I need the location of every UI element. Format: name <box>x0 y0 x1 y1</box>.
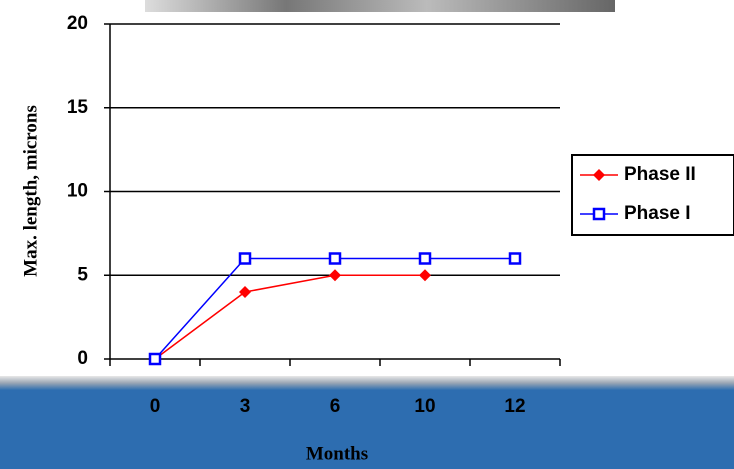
point <box>510 254 520 264</box>
legend-label: Phase I <box>624 203 691 224</box>
chart: Months Max. length, microns 0 5 10 15 20 0 3 6 1… <box>0 0 734 469</box>
x-tick-label: 3 <box>240 396 251 417</box>
legend-marker <box>594 209 604 219</box>
x-tick-label: 12 <box>504 396 525 417</box>
point <box>150 354 160 364</box>
y-tick-label: 0 <box>77 348 88 369</box>
point <box>239 286 251 298</box>
series-line <box>155 275 425 359</box>
x-tick-label: 6 <box>330 396 341 417</box>
y-tick-label: 10 <box>67 181 88 202</box>
legend-label: Phase II <box>624 164 696 185</box>
point <box>419 269 431 281</box>
band-edge <box>0 376 734 390</box>
point <box>329 269 341 281</box>
point <box>240 254 250 264</box>
point <box>420 254 430 264</box>
y-tick-label: 5 <box>77 264 88 285</box>
x-tick-label: 0 <box>150 396 161 417</box>
point <box>330 254 340 264</box>
photo-strip <box>145 0 615 12</box>
x-tick-label: 10 <box>414 396 435 417</box>
x-axis-title: Months <box>306 443 368 464</box>
y-tick-label: 15 <box>67 97 89 118</box>
y-axis-title: Max. length, microns <box>20 105 41 277</box>
page: Months Max. length, microns 0 5 10 15 20 0 3 6 1… <box>0 0 734 469</box>
y-tick-label: 20 <box>67 13 88 34</box>
